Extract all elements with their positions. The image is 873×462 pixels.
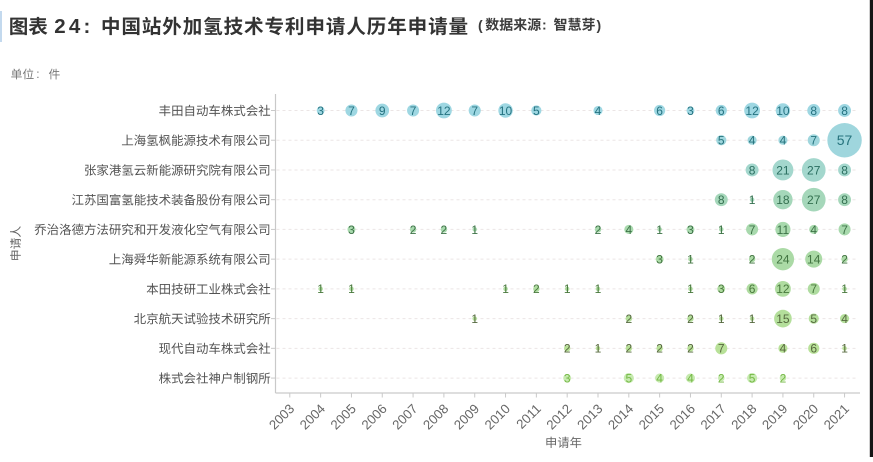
svg-text:4: 4 bbox=[687, 371, 694, 385]
svg-text:3: 3 bbox=[687, 223, 694, 237]
svg-text:1: 1 bbox=[502, 282, 509, 296]
svg-text:2: 2 bbox=[533, 282, 540, 296]
svg-text:8: 8 bbox=[718, 193, 725, 207]
svg-text:4: 4 bbox=[780, 342, 787, 356]
svg-text:): ) bbox=[597, 17, 602, 33]
svg-text:(: ( bbox=[478, 17, 483, 33]
svg-text:4: 4 bbox=[810, 223, 817, 237]
svg-text:1: 1 bbox=[564, 282, 571, 296]
svg-text:5: 5 bbox=[625, 371, 632, 385]
svg-text:7: 7 bbox=[718, 342, 725, 356]
svg-text:18: 18 bbox=[776, 193, 790, 207]
svg-text:1: 1 bbox=[841, 282, 848, 296]
svg-text:2: 2 bbox=[564, 342, 571, 356]
svg-text:1: 1 bbox=[687, 253, 694, 267]
svg-text:7: 7 bbox=[810, 282, 817, 296]
svg-text:8: 8 bbox=[841, 193, 848, 207]
svg-text:2: 2 bbox=[410, 223, 417, 237]
svg-text:10: 10 bbox=[776, 104, 790, 118]
svg-text:4: 4 bbox=[656, 371, 663, 385]
svg-text:2: 2 bbox=[656, 342, 663, 356]
svg-text:5: 5 bbox=[533, 104, 540, 118]
svg-text:4: 4 bbox=[749, 134, 756, 148]
svg-text:1: 1 bbox=[718, 312, 725, 326]
svg-text:6: 6 bbox=[810, 342, 817, 356]
svg-text:2: 2 bbox=[595, 223, 602, 237]
svg-text:12: 12 bbox=[776, 282, 790, 296]
svg-text:2: 2 bbox=[780, 371, 787, 385]
svg-text:21: 21 bbox=[776, 163, 790, 177]
svg-text:27: 27 bbox=[807, 163, 821, 177]
svg-text:2: 2 bbox=[687, 312, 694, 326]
svg-text:2: 2 bbox=[718, 371, 725, 385]
svg-text:3: 3 bbox=[656, 253, 663, 267]
svg-text:4: 4 bbox=[780, 134, 787, 148]
svg-text:1: 1 bbox=[317, 282, 324, 296]
svg-text:5: 5 bbox=[718, 134, 725, 148]
svg-text:3: 3 bbox=[718, 282, 725, 296]
svg-text::: : bbox=[542, 16, 547, 32]
svg-text:3: 3 bbox=[317, 104, 324, 118]
svg-text:24: 24 bbox=[776, 253, 790, 267]
svg-text:24:: 24: bbox=[54, 15, 93, 38]
svg-text:3: 3 bbox=[348, 223, 355, 237]
svg-text:12: 12 bbox=[745, 104, 759, 118]
svg-text:9: 9 bbox=[379, 104, 386, 118]
svg-text:1: 1 bbox=[595, 282, 602, 296]
svg-text:5: 5 bbox=[749, 371, 756, 385]
svg-text:7: 7 bbox=[810, 134, 817, 148]
svg-text:1: 1 bbox=[687, 282, 694, 296]
svg-text:1: 1 bbox=[749, 193, 756, 207]
svg-text:6: 6 bbox=[656, 104, 663, 118]
svg-text:1: 1 bbox=[348, 282, 355, 296]
svg-text:1: 1 bbox=[471, 223, 478, 237]
svg-text:7: 7 bbox=[471, 104, 478, 118]
svg-text:12: 12 bbox=[437, 104, 451, 118]
svg-text:1: 1 bbox=[656, 223, 663, 237]
svg-text:6: 6 bbox=[749, 282, 756, 296]
svg-text:57: 57 bbox=[837, 132, 853, 148]
svg-text:2: 2 bbox=[625, 312, 632, 326]
svg-text:1: 1 bbox=[471, 312, 478, 326]
svg-text:10: 10 bbox=[499, 104, 513, 118]
svg-text:2: 2 bbox=[749, 253, 756, 267]
svg-text:7: 7 bbox=[841, 223, 848, 237]
svg-text:27: 27 bbox=[807, 193, 821, 207]
svg-text:1: 1 bbox=[749, 312, 756, 326]
svg-text:11: 11 bbox=[777, 223, 790, 237]
svg-text:3: 3 bbox=[687, 104, 694, 118]
svg-text:7: 7 bbox=[410, 104, 417, 118]
svg-text:4: 4 bbox=[841, 312, 848, 326]
svg-text:2: 2 bbox=[841, 253, 848, 267]
svg-text:8: 8 bbox=[841, 104, 848, 118]
svg-text:2: 2 bbox=[687, 342, 694, 356]
svg-text:14: 14 bbox=[807, 253, 821, 267]
svg-text:1: 1 bbox=[718, 223, 725, 237]
svg-text::: : bbox=[36, 67, 39, 81]
svg-text:7: 7 bbox=[749, 223, 756, 237]
svg-text:8: 8 bbox=[841, 163, 848, 177]
svg-text:4: 4 bbox=[625, 223, 632, 237]
svg-text:4: 4 bbox=[595, 104, 602, 118]
svg-text:7: 7 bbox=[348, 104, 355, 118]
svg-text:8: 8 bbox=[749, 163, 756, 177]
svg-text:5: 5 bbox=[810, 312, 817, 326]
svg-text:15: 15 bbox=[776, 312, 790, 326]
svg-text:8: 8 bbox=[810, 104, 817, 118]
svg-text:3: 3 bbox=[564, 371, 571, 385]
svg-text:2: 2 bbox=[441, 223, 448, 237]
svg-text:1: 1 bbox=[595, 342, 602, 356]
svg-text:1: 1 bbox=[841, 342, 848, 356]
svg-text:2: 2 bbox=[625, 342, 632, 356]
svg-text:6: 6 bbox=[718, 104, 725, 118]
